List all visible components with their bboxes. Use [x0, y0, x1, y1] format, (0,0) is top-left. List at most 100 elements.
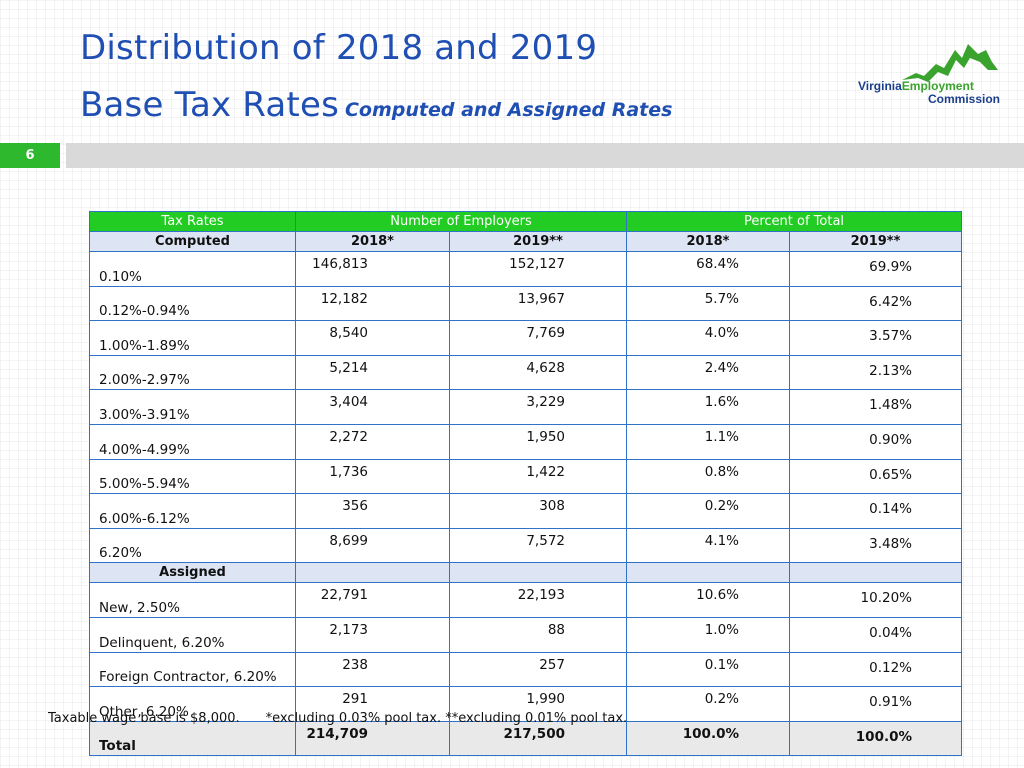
subheader-percent-2018: 2018*	[626, 231, 790, 252]
table-row: 1.00%-1.89% 8,540 7,769 4.0% 3.57%	[89, 320, 963, 356]
total-employers-2019: 217,500	[449, 720, 627, 757]
percent-2019: 0.12%	[788, 651, 963, 688]
percent-2019: 2.13%	[788, 354, 963, 391]
employers-2019: 7,769	[449, 320, 627, 356]
percent-2019: 0.65%	[788, 458, 963, 495]
employers-2019: 1,422	[449, 458, 627, 495]
header-number-of-employers: Number of Employers	[295, 211, 627, 232]
employers-2018: 356	[295, 493, 450, 529]
row-label: 1.00%-1.89%	[89, 320, 296, 356]
percent-2019: 0.14%	[788, 493, 963, 529]
page-title: Distribution of 2018 and 2019 Base Tax R…	[80, 20, 672, 139]
percent-2018: 1.6%	[626, 389, 790, 425]
table-row: Delinquent, 6.20% 2,173 88 1.0% 0.04%	[89, 616, 963, 653]
row-label: Other, 6.20%	[89, 686, 296, 722]
row-label: Delinquent, 6.20%	[89, 616, 296, 653]
row-label: 4.00%-4.99%	[89, 423, 296, 460]
logo-employment: Employment	[901, 79, 974, 93]
percent-2019: 0.04%	[788, 616, 963, 653]
percent-2018: 2.4%	[626, 354, 790, 391]
table-row: 0.10% 146,813 152,127 68.4% 69.9%	[89, 251, 963, 287]
table-row: 4.00%-4.99% 2,272 1,950 1.1% 0.90%	[89, 423, 963, 460]
subheader-percent-2019: 2019**	[788, 231, 963, 252]
employers-2018: 291	[295, 686, 450, 722]
footnote: Taxable wage base is $8,000. *excluding 0…	[48, 711, 627, 726]
title-line-2: Base Tax Rates	[80, 85, 339, 125]
assigned-rows: New, 2.50% 22,791 22,193 10.6% 10.20% Delinqu…	[89, 582, 963, 722]
percent-2019: 10.20%	[788, 582, 963, 618]
employers-2018: 12,182	[295, 285, 450, 322]
vec-logo: VirginiaEmployment Commission	[852, 40, 1002, 110]
assigned-section-row: Assigned	[89, 562, 963, 584]
total-employers-2018: 214,709	[295, 720, 450, 757]
employers-2019: 4,628	[449, 354, 627, 391]
table-row: 6.00%-6.12% 356 308 0.2% 0.14%	[89, 493, 963, 529]
row-label: 0.12%-0.94%	[89, 285, 296, 322]
employers-2018: 22,791	[295, 582, 450, 618]
tax-rates-table: Tax Rates Number of Employers Percent of…	[89, 211, 963, 757]
percent-2019: 3.57%	[788, 320, 963, 356]
table-row: New, 2.50% 22,791 22,193 10.6% 10.20%	[89, 582, 963, 618]
percent-2019: 1.48%	[788, 389, 963, 425]
header-tax-rates: Tax Rates	[89, 211, 296, 232]
row-label: 2.00%-2.97%	[89, 354, 296, 391]
percent-2019: 0.90%	[788, 423, 963, 460]
table-row: 6.20% 8,699 7,572 4.1% 3.48%	[89, 527, 963, 564]
percent-2018: 0.2%	[626, 686, 790, 722]
employers-2018: 3,404	[295, 389, 450, 425]
employers-2019: 13,967	[449, 285, 627, 322]
row-label: 6.00%-6.12%	[89, 493, 296, 529]
table-row: Foreign Contractor, 6.20% 238 257 0.1% 0.12%	[89, 651, 963, 688]
logo-commission: Commission	[928, 92, 1001, 106]
percent-2019: 0.91%	[788, 686, 963, 722]
percent-2018: 68.4%	[626, 251, 790, 287]
employers-2019: 7,572	[449, 527, 627, 564]
footnote-pool-tax: *excluding 0.03% pool tax. **excluding 0…	[265, 711, 628, 726]
employers-2018: 8,699	[295, 527, 450, 564]
table-row: 0.12%-0.94% 12,182 13,967 5.7% 6.42%	[89, 285, 963, 322]
employers-2018: 5,214	[295, 354, 450, 391]
row-label: Foreign Contractor, 6.20%	[89, 651, 296, 688]
total-row: Total 214,709 217,500 100.0% 100.0%	[89, 720, 963, 757]
employers-2019: 152,127	[449, 251, 627, 287]
computed-rows: 0.10% 146,813 152,127 68.4% 69.9% 0.12%-0.94%…	[89, 251, 963, 564]
header-percent-of-total: Percent of Total	[625, 211, 963, 232]
footnote-wage-base: Taxable wage base is $8,000.	[48, 711, 240, 726]
row-label: 0.10%	[89, 251, 296, 287]
employers-2019: 3,229	[449, 389, 627, 425]
virginia-map-icon	[902, 44, 998, 82]
employers-2019: 257	[449, 651, 627, 688]
employers-2018: 2,173	[295, 616, 450, 653]
header-divider-bar	[66, 143, 1024, 168]
employers-2019: 22,193	[449, 582, 627, 618]
table-header-row: Tax Rates Number of Employers Percent of…	[89, 211, 963, 232]
employers-2018: 1,736	[295, 458, 450, 495]
table-row: Other, 6.20% 291 1,990 0.2% 0.91%	[89, 686, 963, 722]
logo-wordmark: VirginiaEmployment Commission	[858, 80, 1000, 106]
total-label: Total	[89, 720, 296, 757]
percent-2018: 0.8%	[626, 458, 790, 495]
percent-2019: 3.48%	[788, 527, 963, 564]
row-label: 6.20%	[89, 527, 296, 564]
table-row: 3.00%-3.91% 3,404 3,229 1.6% 1.48%	[89, 389, 963, 425]
employers-2019: 308	[449, 493, 627, 529]
subheader-computed: Computed	[89, 231, 296, 252]
percent-2018: 1.1%	[626, 423, 790, 460]
percent-2018: 0.2%	[626, 493, 790, 529]
percent-2019: 69.9%	[788, 251, 963, 287]
percent-2018: 10.6%	[626, 582, 790, 618]
title-subtitle: Computed and Assigned Rates	[344, 99, 673, 121]
percent-2019: 6.42%	[788, 285, 963, 322]
row-label: New, 2.50%	[89, 582, 296, 618]
subheader-employers-2018: 2018*	[295, 231, 450, 252]
table-subheader-row: Computed 2018* 2019** 2018* 2019**	[89, 231, 963, 252]
employers-2019: 88	[449, 616, 627, 653]
logo-virginia: Virginia	[858, 79, 902, 93]
employers-2018: 146,813	[295, 251, 450, 287]
employers-2018: 8,540	[295, 320, 450, 356]
employers-2018: 238	[295, 651, 450, 688]
percent-2018: 1.0%	[626, 616, 790, 653]
table-row: 2.00%-2.97% 5,214 4,628 2.4% 2.13%	[89, 354, 963, 391]
table-row: 5.00%-5.94% 1,736 1,422 0.8% 0.65%	[89, 458, 963, 495]
total-percent-2019: 100.0%	[788, 720, 963, 757]
